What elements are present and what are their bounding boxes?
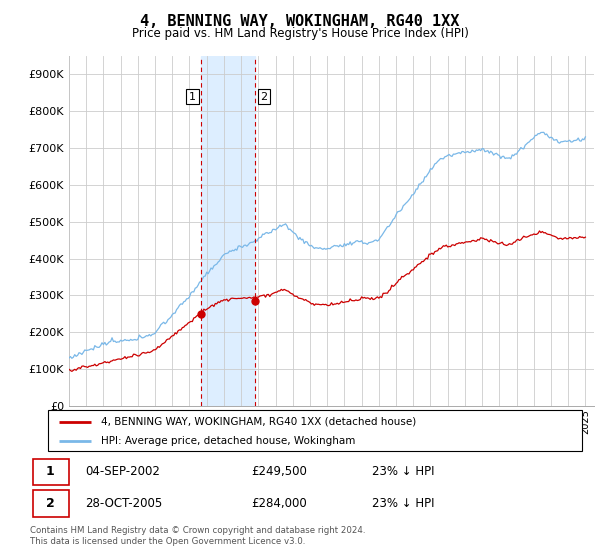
Text: Contains HM Land Registry data © Crown copyright and database right 2024.
This d: Contains HM Land Registry data © Crown c…	[30, 526, 365, 546]
Text: 2: 2	[46, 497, 55, 510]
Text: 23% ↓ HPI: 23% ↓ HPI	[372, 465, 435, 478]
FancyBboxPatch shape	[48, 410, 582, 451]
Text: 1: 1	[46, 465, 55, 478]
Bar	[201, 56, 256, 406]
Text: 28-OCT-2005: 28-OCT-2005	[85, 497, 163, 510]
Text: HPI: Average price, detached house, Wokingham: HPI: Average price, detached house, Woki…	[101, 436, 356, 446]
Text: £249,500: £249,500	[251, 465, 307, 478]
FancyBboxPatch shape	[33, 459, 68, 485]
Text: £284,000: £284,000	[251, 497, 307, 510]
FancyBboxPatch shape	[33, 490, 68, 516]
Text: 23% ↓ HPI: 23% ↓ HPI	[372, 497, 435, 510]
Text: 1: 1	[189, 91, 196, 101]
Text: 04-SEP-2002: 04-SEP-2002	[85, 465, 160, 478]
Text: 4, BENNING WAY, WOKINGHAM, RG40 1XX: 4, BENNING WAY, WOKINGHAM, RG40 1XX	[140, 14, 460, 29]
Text: Price paid vs. HM Land Registry's House Price Index (HPI): Price paid vs. HM Land Registry's House …	[131, 27, 469, 40]
Text: 2: 2	[260, 91, 268, 101]
Text: 4, BENNING WAY, WOKINGHAM, RG40 1XX (detached house): 4, BENNING WAY, WOKINGHAM, RG40 1XX (det…	[101, 417, 416, 427]
